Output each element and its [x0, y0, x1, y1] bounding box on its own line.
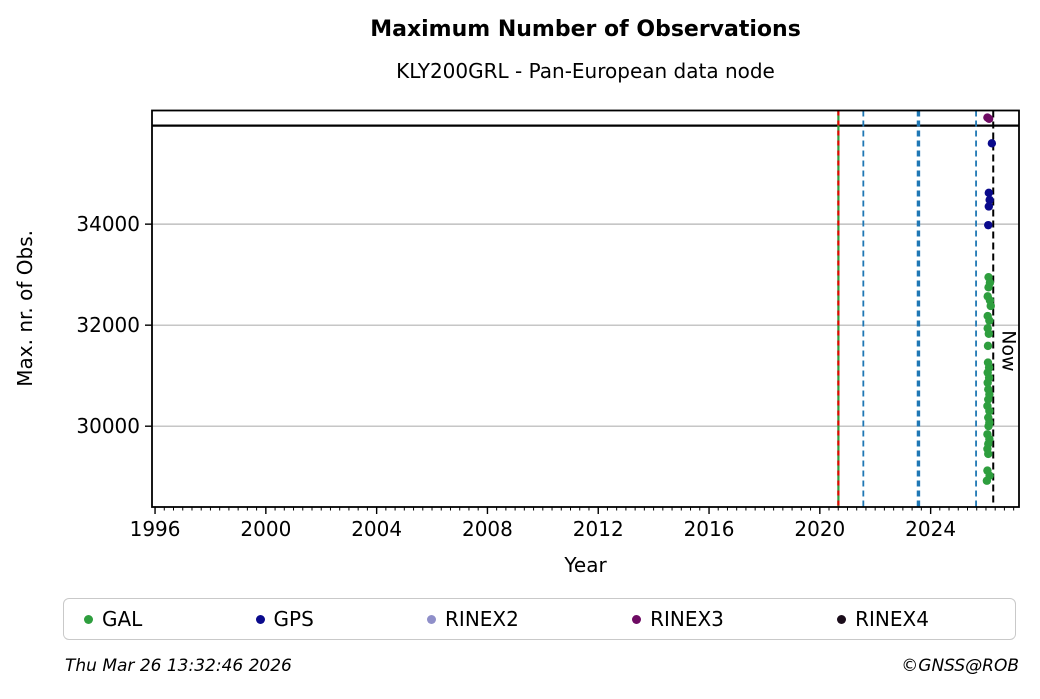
data-point-gal: [986, 301, 995, 311]
y-tick-label: 30000: [76, 414, 140, 438]
data-point-gps: [987, 139, 997, 148]
y-axis-label-wrap: Max. nr. of Obs.: [12, 110, 38, 507]
x-tick-label: 2000: [240, 517, 291, 541]
data-point-gps: [984, 202, 994, 211]
legend-label-rinex4: RINEX4: [855, 607, 929, 631]
legend-dot-gal: [84, 614, 93, 624]
legend-item-rinex3: RINEX3: [632, 607, 724, 631]
data-point-gps: [984, 220, 993, 230]
legend-item-rinex2: RINEX2: [427, 607, 519, 631]
page-title: Maximum Number of Observations: [370, 17, 801, 42]
y-tick-label: 32000: [76, 313, 140, 337]
x-axis-label: Year: [564, 553, 607, 577]
data-point-gal: [982, 476, 992, 485]
data-point-gal: [983, 341, 993, 351]
data-point-gps: [984, 188, 994, 198]
legend-dot-rinex2: [427, 614, 437, 624]
legend: GAL GPS RINEX2 RINEX3 RINEX4: [63, 598, 1016, 640]
data-point-gal: [985, 316, 994, 325]
data-point-rinex3: [984, 114, 994, 124]
y-tick-label: 34000: [76, 212, 140, 236]
legend-item-gps: GPS: [255, 607, 314, 631]
data-point-gps: [985, 195, 994, 205]
data-point-gal: [983, 378, 992, 387]
data-point-gal: [984, 421, 993, 431]
y-axis-label: Max. nr. of Obs.: [13, 230, 37, 387]
legend-label-gps: GPS: [273, 607, 314, 631]
x-tick-label: 2024: [905, 517, 956, 541]
legend-label-rinex2: RINEX2: [445, 607, 519, 631]
legend-dot-rinex3: [632, 614, 642, 624]
legend-label-rinex3: RINEX3: [650, 607, 724, 631]
legend-dot-rinex4: [837, 614, 847, 624]
footer-timestamp: Thu Mar 26 13:32:46 2026: [65, 656, 292, 676]
footer-credit: ©GNSS@ROB: [901, 656, 1019, 676]
data-point-gal: [984, 449, 993, 459]
data-point-gal: [985, 406, 994, 416]
x-tick-label: 1996: [130, 517, 181, 541]
x-tick-label: 2008: [462, 517, 513, 541]
data-point-gal: [984, 395, 993, 404]
data-point-gal: [984, 283, 993, 292]
page-subtitle: KLY200GRL - Pan-European data node: [396, 59, 775, 83]
legend-item-gal: GAL: [84, 607, 142, 631]
x-tick-label: 2004: [351, 517, 402, 541]
now-label: Now: [997, 330, 1019, 371]
legend-dot-gps: [255, 614, 265, 624]
legend-item-rinex4: RINEX4: [837, 607, 929, 631]
x-tick-label: 2016: [684, 517, 735, 541]
data-point-gal: [984, 329, 994, 338]
x-tick-label: 2020: [794, 517, 845, 541]
plot-frame: [151, 109, 1020, 508]
x-tick-label: 2012: [573, 517, 624, 541]
legend-label-gal: GAL: [102, 607, 143, 631]
chart-canvas: 1996 2000 2004 2008 2012 2016 2020 2024 30000 320…: [76, 109, 1020, 541]
